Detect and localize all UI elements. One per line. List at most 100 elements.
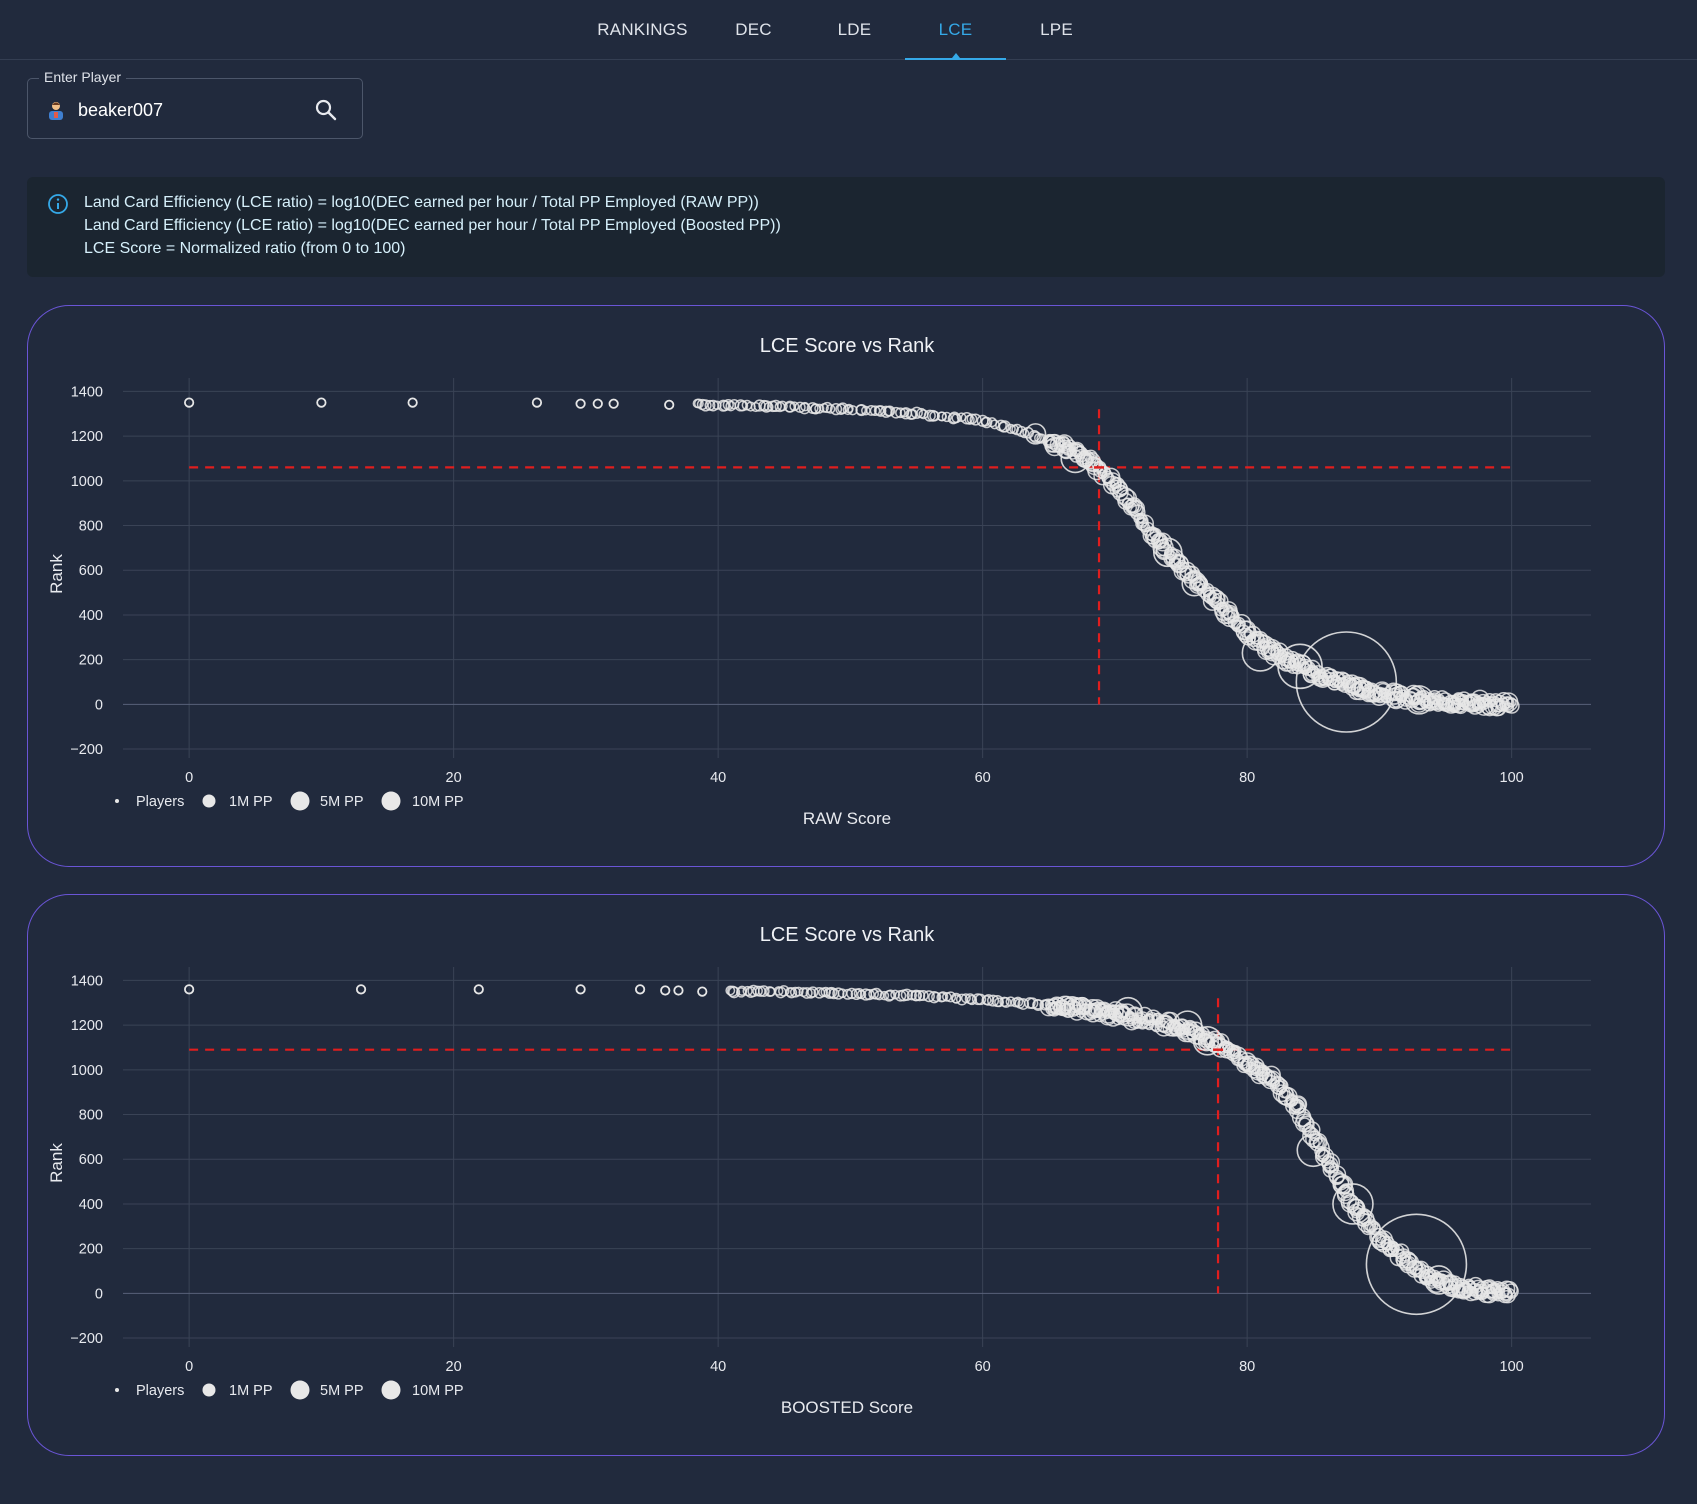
tab-lde[interactable]: LDE: [837, 19, 872, 39]
x-tick-label: 40: [710, 770, 726, 786]
player-marker: [910, 989, 923, 1002]
tab-lpe[interactable]: LPE: [1040, 19, 1073, 39]
player-marker: [1149, 1019, 1161, 1032]
x-tick-label: 20: [446, 1359, 462, 1375]
legend: Players 1M PP 5M PP 10M PP: [115, 1380, 464, 1400]
player-search-input[interactable]: [76, 95, 300, 125]
player-marker: [1128, 499, 1145, 517]
player-marker: [1303, 1121, 1321, 1139]
player-marker: [1338, 1183, 1355, 1199]
info-line-raw: Land Card Efficiency (LCE ratio) = log10…: [84, 194, 759, 211]
player-marker: [407, 397, 418, 408]
player-marker: [699, 399, 712, 412]
tab-rankings[interactable]: RANKINGS: [597, 19, 688, 39]
player-marker: [592, 398, 603, 409]
raw-score-chart[interactable]: LCE Score vs Rank 0 20 40 60 80 100 −200 0 200 400…: [28, 306, 1666, 868]
player-marker: [184, 397, 195, 408]
player-avatar-icon: [49, 102, 63, 120]
y-tick-label: 1000: [71, 1063, 103, 1079]
player-marker: [947, 412, 960, 425]
player-marker: [837, 402, 849, 414]
y-tick-label: 200: [79, 653, 103, 669]
y-tick-label: 1400: [71, 973, 103, 989]
player-marker: [1503, 1283, 1519, 1299]
player-marker: [737, 400, 749, 412]
player-marker: [923, 409, 936, 422]
x-tick-label: 20: [446, 770, 462, 786]
legend-label: 5M PP: [320, 1383, 364, 1399]
player-marker: [814, 403, 825, 414]
legend-marker: [115, 799, 119, 803]
player-marker-large: [1296, 1133, 1331, 1168]
player-marker-large: [1241, 634, 1280, 672]
player-marker: [829, 402, 843, 416]
player-marker: [1466, 1280, 1477, 1291]
player-search-label: Enter Player: [39, 69, 127, 85]
player-marker: [998, 420, 1011, 433]
x-tick-label: 60: [975, 1359, 991, 1375]
y-tick-label: 600: [79, 563, 103, 579]
y-tick-label: 1200: [71, 429, 103, 445]
x-tick-label: 60: [975, 770, 991, 786]
player-marker: [941, 411, 952, 423]
search-icon[interactable]: [313, 97, 339, 123]
y-tick-label: 0: [95, 1286, 103, 1302]
info-line-score: LCE Score = Normalized ratio (from 0 to …: [84, 240, 406, 257]
player-marker: [777, 400, 788, 412]
player-marker: [1005, 423, 1016, 435]
player-marker: [960, 993, 971, 1004]
player-marker: [1247, 1064, 1261, 1079]
player-marker: [936, 411, 948, 422]
y-axis-label: Rank: [47, 554, 66, 594]
chart-title: LCE Score vs Rank: [760, 924, 936, 946]
player-marker: [184, 984, 195, 995]
player-marker: [1366, 1220, 1381, 1235]
y-tick-label: 800: [79, 1108, 103, 1124]
info-alert: Land Card Efficiency (LCE ratio) = log10…: [27, 177, 1665, 277]
player-marker: [847, 405, 858, 416]
player-marker-large: [1365, 1213, 1468, 1316]
tab-lce[interactable]: LCE: [905, 0, 1006, 60]
nav-tabs: RANKINGS DEC LDE LCE LPE: [0, 0, 1697, 60]
player-marker: [1347, 1203, 1366, 1222]
legend-marker: [202, 1383, 216, 1397]
player-marker: [1290, 1096, 1307, 1114]
player-marker: [966, 994, 978, 1006]
y-tick-label: 0: [95, 697, 103, 713]
legend-label: 5M PP: [320, 794, 364, 810]
player-marker: [1092, 462, 1108, 478]
legend-marker: [381, 791, 401, 811]
y-tick-label: 1200: [71, 1018, 103, 1034]
player-marker: [937, 991, 949, 1002]
player-marker: [769, 399, 782, 413]
x-tick-label: 0: [185, 770, 193, 786]
player-markers: [184, 984, 1519, 1316]
x-axis-label: BOOSTED Score: [781, 1398, 913, 1417]
y-tick-label: 600: [79, 1152, 103, 1168]
player-marker-large: [1024, 423, 1047, 445]
tab-dec[interactable]: DEC: [735, 19, 772, 39]
player-marker: [1026, 997, 1039, 1010]
player-marker: [869, 405, 881, 417]
info-line-boosted: Land Card Efficiency (LCE ratio) = log10…: [84, 217, 781, 234]
raw-score-chart-card: LCE Score vs Rank 0 20 40 60 80 100 −200 0 200 400…: [27, 305, 1665, 867]
player-marker: [1017, 998, 1030, 1010]
player-marker: [1314, 1145, 1326, 1158]
legend-label: 10M PP: [412, 794, 464, 810]
player-marker: [1499, 1287, 1516, 1304]
player-marker-large: [1113, 996, 1143, 1027]
player-marker: [1029, 431, 1042, 444]
player-marker: [793, 986, 804, 997]
player-marker: [917, 989, 929, 1002]
player-marker: [1179, 567, 1194, 582]
player-marker: [1382, 1241, 1397, 1256]
player-marker: [760, 400, 773, 413]
player-marker: [1291, 1098, 1304, 1111]
player-marker: [673, 985, 684, 996]
player-marker: [800, 401, 810, 412]
player-marker: [355, 984, 367, 995]
player-marker: [712, 400, 722, 410]
player-marker: [825, 404, 836, 414]
boosted-score-chart[interactable]: LCE Score vs Rank 0 20 40 60 80 100 −200 0 200 400…: [28, 895, 1666, 1457]
player-marker: [778, 985, 790, 997]
